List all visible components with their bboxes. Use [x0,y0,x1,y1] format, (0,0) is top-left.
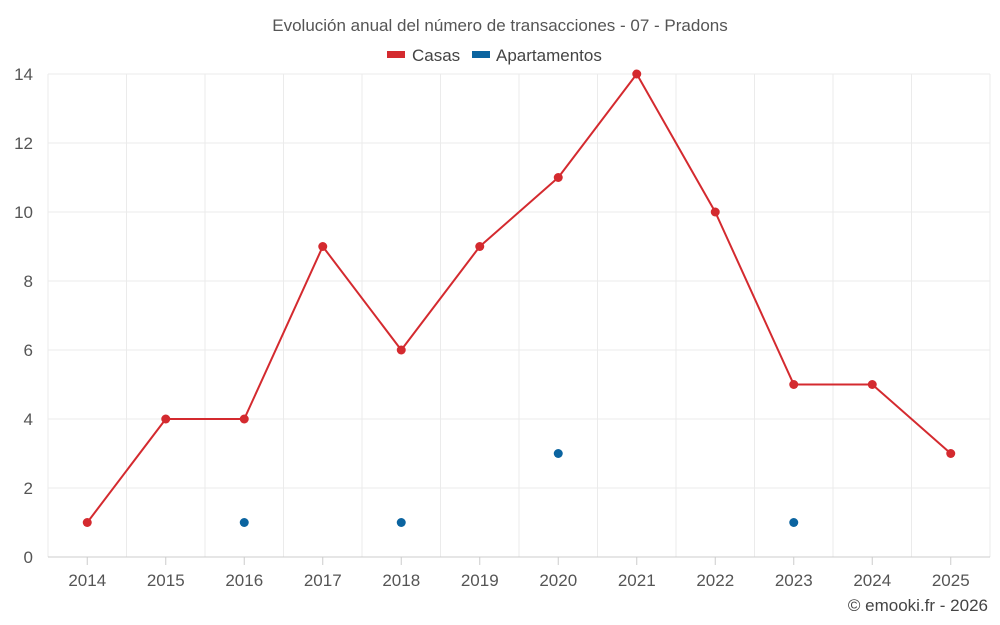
x-tick-label: 2025 [932,571,970,590]
data-point-apartamentos-2018[interactable] [396,518,406,527]
x-tick-label: 2014 [68,571,106,590]
data-point-casas-2017[interactable] [318,242,328,251]
series-casas [82,69,956,527]
grid [47,73,991,557]
data-point-apartamentos-2016[interactable] [239,518,249,527]
data-point-casas-2022[interactable] [710,207,720,217]
axes: 0 2 4 6 8 10 12 14 2014 2015 2016 2017 2018 2019 2020 2… [14,65,990,590]
data-point-casas-2015[interactable] [161,414,171,424]
x-tick-label: 2016 [225,571,263,590]
legend-swatch-casas [387,51,405,58]
credit-text: © emooki.fr - 2026 [848,596,988,615]
x-tick-label: 2023 [775,571,813,590]
data-point-casas-2016[interactable] [239,414,249,424]
series [82,69,956,527]
data-point-casas-2024[interactable] [867,380,877,389]
x-tick-label: 2017 [304,571,342,590]
data-point-casas-2018[interactable] [396,345,406,355]
data-point-casas-2019[interactable] [475,242,485,251]
x-tick-label: 2018 [382,571,420,590]
y-tick-label: 6 [24,341,33,360]
chart-title: Evolución anual del número de transaccio… [272,16,728,35]
legend-swatch-apartamentos [472,51,490,58]
x-tick-label: 2022 [696,571,734,590]
legend-label-apartamentos: Apartamentos [496,46,602,65]
series-line-casas [86,73,952,524]
y-tick-label: 12 [14,134,33,153]
data-point-casas-2020[interactable] [553,173,563,182]
data-point-casas-2023[interactable] [789,380,799,389]
y-tick-label: 8 [24,272,33,291]
series-apartamentos [239,449,799,527]
legend-item-casas[interactable]: Casas [387,46,460,65]
legend-item-apartamentos[interactable]: Apartamentos [472,46,602,65]
x-tick-label: 2020 [539,571,577,590]
legend-label-casas: Casas [412,46,460,65]
x-tick-label: 2024 [853,571,891,590]
data-point-apartamentos-2023[interactable] [789,518,799,527]
data-point-casas-2021[interactable] [632,69,642,79]
x-tick-label: 2021 [618,571,656,590]
y-tick-label: 2 [24,479,33,498]
y-tick-label: 10 [14,203,33,222]
y-tick-label: 4 [24,410,33,429]
data-point-apartamentos-2020[interactable] [553,449,563,458]
data-point-casas-2025[interactable] [946,449,956,458]
y-tick-label: 0 [24,548,33,567]
x-tick-label: 2019 [461,571,499,590]
x-tick-label: 2015 [147,571,185,590]
legend: Casas Apartamentos [387,46,602,65]
y-tick-label: 14 [14,65,33,84]
data-point-casas-2014[interactable] [82,518,92,527]
